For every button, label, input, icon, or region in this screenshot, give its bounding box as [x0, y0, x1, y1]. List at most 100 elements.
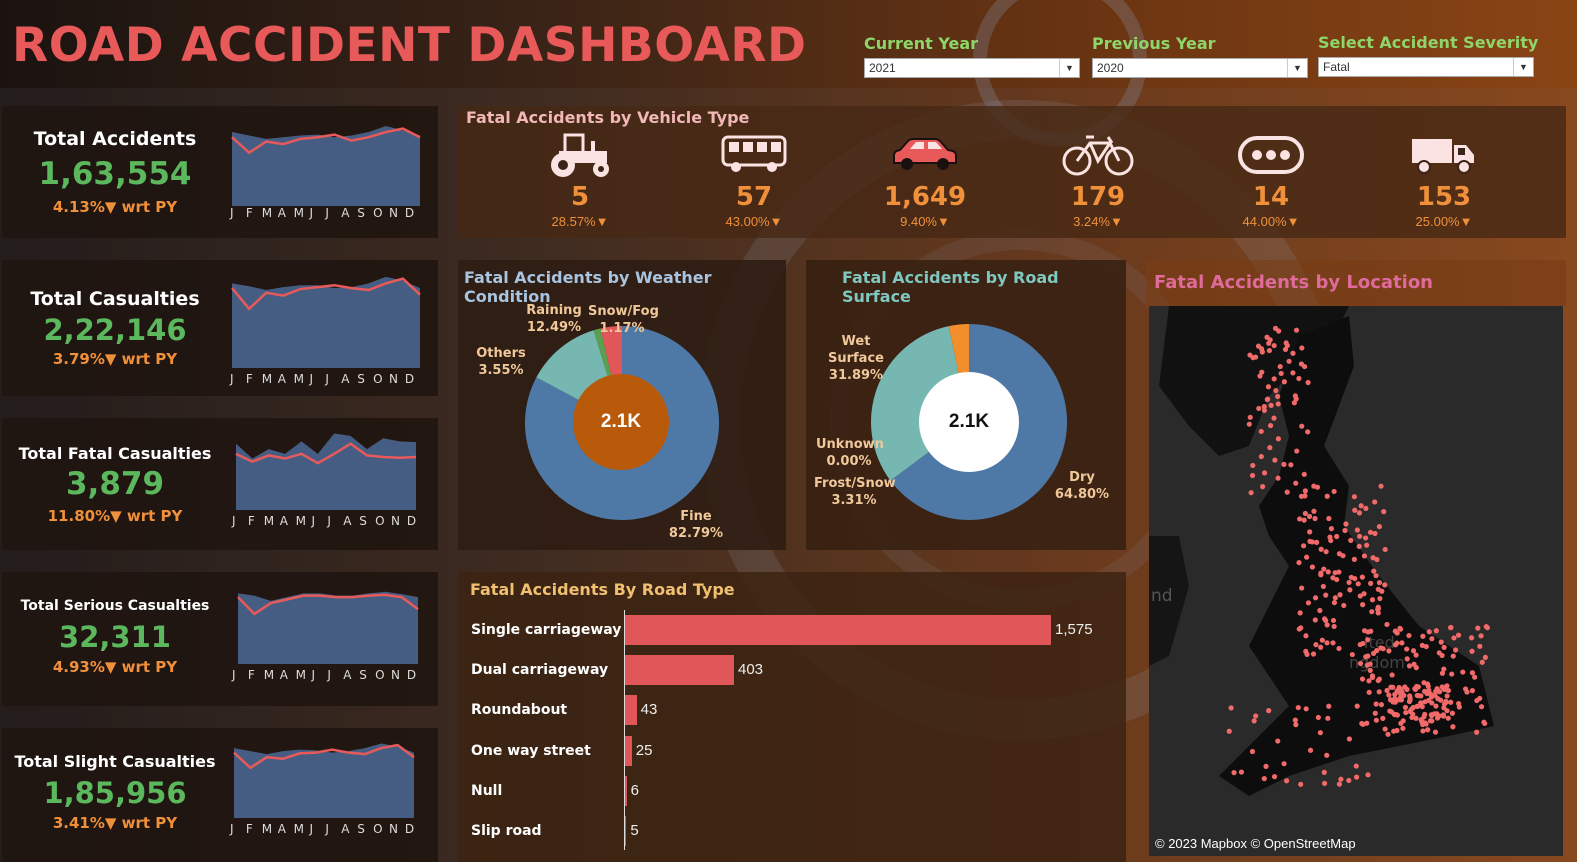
month-label: J: [325, 372, 329, 386]
severity-select[interactable]: Fatal ▼: [1318, 57, 1534, 77]
accident-point: [1337, 592, 1343, 598]
accident-point: [1387, 697, 1394, 703]
accident-point: [1386, 692, 1392, 698]
month-label: D: [404, 372, 415, 386]
accident-point: [1275, 475, 1281, 481]
month-label: J: [232, 514, 236, 528]
chevron-down-icon[interactable]: ▼: [1059, 59, 1079, 77]
accident-point: [1376, 689, 1382, 695]
month-label: A: [341, 372, 350, 386]
accident-point: [1404, 646, 1410, 652]
accident-point: [1438, 697, 1444, 703]
month-label: N: [389, 206, 398, 220]
accident-point: [1259, 369, 1265, 375]
accident-point: [1400, 725, 1406, 731]
month-label: F: [245, 822, 253, 836]
accident-point: [1448, 699, 1454, 705]
bar[interactable]: [625, 615, 1051, 645]
sparkline: [233, 743, 415, 818]
accident-point: [1407, 695, 1413, 701]
month-label: O: [375, 668, 385, 682]
accident-point: [1312, 515, 1318, 522]
previous-year-area: [234, 743, 414, 818]
accident-point: [1376, 523, 1382, 530]
month-label: M: [293, 206, 304, 220]
chevron-down-icon[interactable]: ▼: [1513, 58, 1533, 76]
accident-point: [1294, 448, 1300, 454]
chevron-down-icon[interactable]: ▼: [1287, 59, 1307, 77]
bar[interactable]: [625, 655, 734, 686]
accident-point: [1272, 325, 1279, 331]
month-label: O: [373, 206, 383, 220]
accident-point: [1301, 517, 1307, 523]
accident-point: [1265, 396, 1271, 402]
month-label: M: [263, 668, 275, 682]
accident-point: [1445, 715, 1451, 721]
current-year-line: [233, 743, 415, 770]
accident-point: [1275, 436, 1281, 442]
previous-year-select[interactable]: 2020 ▼: [1092, 58, 1308, 78]
weather-label-others: Others 3.55%: [476, 346, 526, 378]
accident-point: [1331, 488, 1337, 495]
accident-point: [1341, 602, 1347, 609]
month-label: O: [375, 514, 385, 528]
accident-point: [1421, 680, 1427, 686]
accident-point: [1268, 402, 1274, 408]
accident-point: [1252, 354, 1259, 360]
accident-point: [1353, 774, 1360, 780]
accident-point: [1450, 653, 1456, 659]
accident-point: [1380, 715, 1386, 721]
accident-point: [1410, 648, 1417, 654]
accident-point: [1321, 769, 1327, 775]
accident-point: [1456, 700, 1462, 707]
accident-point: [1346, 736, 1352, 742]
accident-point: [1410, 704, 1416, 711]
panel-title: Fatal Accidents by Vehicle Type: [466, 108, 750, 127]
accident-point: [1301, 471, 1307, 477]
bar[interactable]: [625, 775, 627, 806]
accident-point: [1387, 708, 1393, 714]
location-map[interactable]: nd ited ngdom: [1149, 306, 1563, 856]
accident-point: [1303, 633, 1309, 639]
accident-point: [1372, 530, 1378, 537]
month-label: O: [373, 822, 383, 836]
accident-point: [1414, 703, 1420, 709]
accident-point: [1413, 652, 1419, 658]
kpi-total-casualties: Total Casualties 2,22,146 3.79%▼ wrt PY …: [2, 260, 438, 396]
accident-point: [1355, 581, 1361, 587]
accident-point: [1372, 499, 1378, 505]
accident-point: [1290, 350, 1296, 356]
accident-point: [1249, 472, 1256, 479]
kpi-total-fatal-casualties: Total Fatal Casualties 3,879 11.80%▼ wrt…: [2, 418, 438, 550]
bar-category-label: Slip road: [471, 823, 542, 839]
current-year-select[interactable]: 2021 ▼: [864, 58, 1080, 78]
accident-point: [1397, 626, 1404, 632]
surface-label-frost: Frost/Snow 3.31%: [814, 476, 896, 508]
accident-point: [1305, 600, 1312, 606]
accident-point: [1323, 592, 1329, 598]
accident-point: [1299, 585, 1305, 591]
accident-point: [1365, 637, 1371, 643]
bar[interactable]: [625, 816, 627, 846]
month-label: N: [391, 668, 400, 682]
bar[interactable]: [625, 735, 632, 766]
accident-point: [1338, 776, 1344, 782]
vehicle-change: 3.24%▼: [1073, 214, 1123, 229]
accident-point: [1380, 646, 1386, 652]
accident-point: [1320, 583, 1326, 590]
accident-point: [1382, 546, 1388, 553]
panel-title: Fatal Accidents by Road Surface: [842, 268, 1059, 306]
accident-point: [1326, 703, 1332, 709]
panel-title: Fatal Accidents by Location: [1154, 272, 1433, 293]
accident-point: [1419, 642, 1425, 648]
accident-point: [1365, 772, 1371, 778]
bar[interactable]: [625, 695, 637, 726]
accident-point: [1303, 648, 1309, 654]
kpi-title: Total Fatal Casualties: [18, 444, 212, 463]
accident-point: [1323, 617, 1329, 623]
month-label: A: [277, 206, 286, 220]
month-label: J: [327, 514, 331, 528]
accident-point: [1361, 628, 1368, 634]
accident-point: [1375, 610, 1381, 616]
accident-point: [1360, 602, 1366, 608]
